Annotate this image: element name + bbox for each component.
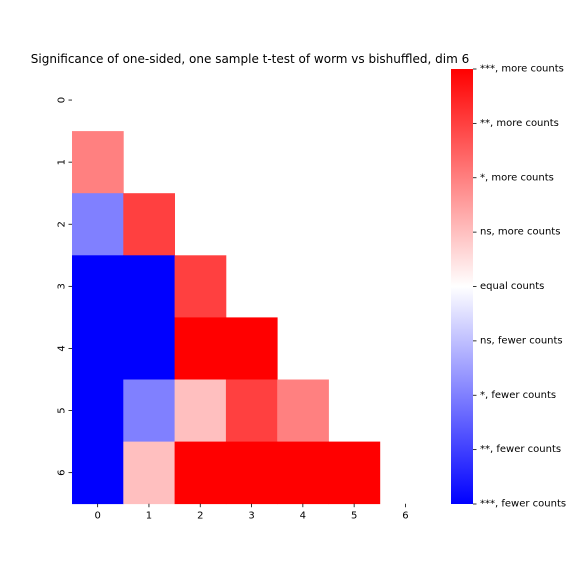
chart-title: Significance of one-sided, one sample t-… <box>31 52 469 66</box>
heatmap-cell-r5-c2 <box>174 379 227 442</box>
y-tick-label: 4 <box>57 345 68 351</box>
heatmap-cell-r4-c2 <box>174 317 227 380</box>
heatmap-cell-r2-c0 <box>72 193 124 256</box>
x-tick-label: 2 <box>197 511 203 522</box>
x-tick-label: 3 <box>248 511 254 522</box>
heatmap-cell-r4-c3 <box>225 317 278 380</box>
x-tick-label: 0 <box>94 511 100 522</box>
y-axis: 0 1 2 3 4 5 6 <box>57 97 72 476</box>
y-tick-label: 0 <box>57 97 68 103</box>
y-tick-label: 2 <box>57 221 68 227</box>
heatmap-cell-r6-c0 <box>72 441 124 505</box>
heatmap-cell-r6-c4 <box>277 441 329 505</box>
heatmap-cell-r2-c1 <box>123 193 175 256</box>
heatmap-cell-r4-c0 <box>72 317 124 380</box>
heatmap-cell-r6-c5 <box>328 441 381 505</box>
colorbar-tick-label: **, more counts <box>480 118 559 129</box>
y-tick-label: 3 <box>57 283 68 289</box>
x-axis: 0 1 2 3 4 5 6 <box>94 503 409 522</box>
heatmap-cell-r3-c0 <box>72 255 124 318</box>
heatmap-cell-r3-c2 <box>174 255 227 318</box>
colorbar-tick-label: ns, more counts <box>480 227 560 238</box>
heatmap-cell-r5-c4 <box>277 379 329 442</box>
heatmap-cells <box>72 131 381 505</box>
colorbar: ***, more counts **, more counts *, more c… <box>451 64 566 510</box>
x-tick-label: 4 <box>300 511 306 522</box>
colorbar-tick-label: *, more counts <box>480 172 554 183</box>
heatmap-cell-r5-c3 <box>225 379 278 442</box>
x-tick-label: 6 <box>402 511 408 522</box>
colorbar-tick-label: **, fewer counts <box>480 444 561 455</box>
colorbar-tick-label: ***, fewer counts <box>480 499 566 510</box>
heatmap-cell-r6-c2 <box>174 441 227 505</box>
heatmap-cell-r5-c0 <box>72 379 124 442</box>
x-tick-label: 5 <box>351 511 357 522</box>
colorbar-ticks: ***, more counts **, more counts *, more c… <box>473 64 566 510</box>
y-tick-label: 1 <box>57 159 68 165</box>
heatmap-cell-r6-c3 <box>225 441 278 505</box>
x-tick-label: 1 <box>146 511 152 522</box>
colorbar-tick-label: ***, more counts <box>480 64 564 75</box>
colorbar-gradient <box>451 69 473 504</box>
y-tick-label: 5 <box>57 407 68 413</box>
heatmap-cell-r3-c1 <box>123 255 175 318</box>
heatmap-cell-r4-c1 <box>123 317 175 380</box>
y-tick-label: 6 <box>57 469 68 475</box>
heatmap-cell-r6-c1 <box>123 441 175 505</box>
colorbar-tick-label: ns, fewer counts <box>480 335 563 346</box>
colorbar-tick-label: equal counts <box>480 281 544 292</box>
heatmap-cell-r5-c1 <box>123 379 175 442</box>
heatmap-cell-r1-c0 <box>72 131 124 194</box>
colorbar-tick-label: *, fewer counts <box>480 390 556 401</box>
